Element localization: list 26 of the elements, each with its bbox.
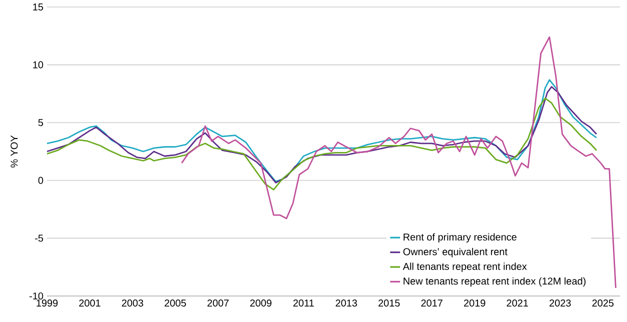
y-tick-label: 0 [38, 176, 44, 184]
x-tick-label: 2015 [378, 300, 400, 307]
x-tick-label: 2011 [293, 300, 314, 307]
x-tick-label: 2009 [250, 300, 272, 307]
x-tick-label: 2013 [336, 300, 357, 307]
legend-label: Rent of primary residence [404, 233, 516, 243]
x-tick-label: 2023 [550, 300, 571, 307]
y-tick-label: 15 [33, 4, 44, 10]
x-tick-label: 2021 [506, 300, 528, 307]
x-tick-label: 2007 [207, 300, 229, 307]
x-tick-label: 2025 [592, 300, 614, 307]
legend-label: All tenants repeat rent index [402, 262, 527, 272]
x-tick-label: 1999 [36, 300, 58, 307]
y-tick-label: 10 [33, 61, 44, 68]
y-axis-title: % YOY [10, 135, 18, 168]
y-tick-label: -5 [35, 234, 44, 242]
x-tick-label: 2019 [464, 300, 486, 307]
y-tick-label: 5 [38, 119, 44, 126]
y-tick-label: -10 [30, 292, 44, 300]
x-tick-label: 2003 [122, 300, 144, 307]
legend-label: Owners’ equivalent rent [403, 248, 508, 258]
line-series [181, 36, 616, 289]
x-tick-label: 2005 [164, 300, 186, 307]
x-tick-label: 2017 [421, 300, 442, 307]
legend-label: New tenants repeat rent index (12M lead) [404, 277, 586, 287]
x-tick-label: 2001 [79, 300, 100, 307]
